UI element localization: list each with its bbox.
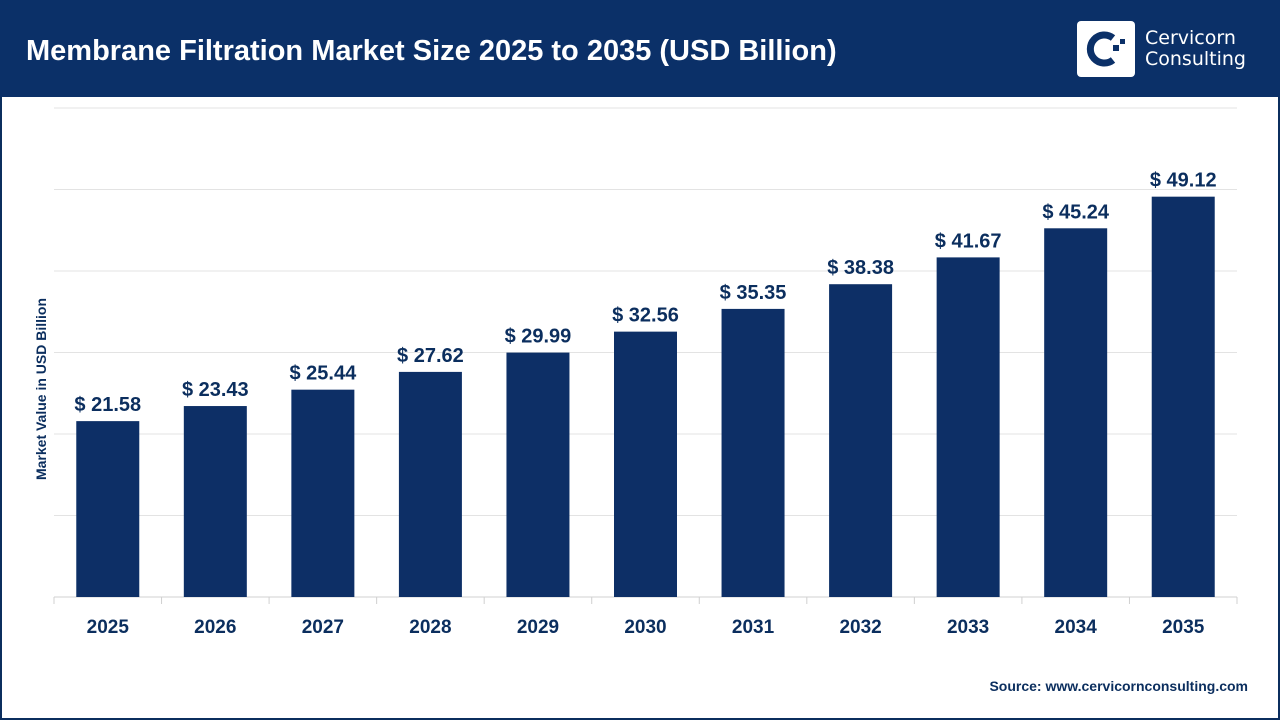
x-tick-label: 2026 <box>194 617 236 638</box>
bar-2026 <box>183 406 247 597</box>
logo-icon <box>1077 21 1135 77</box>
bar-2035 <box>1151 196 1215 597</box>
x-tick-label: 2029 <box>517 617 559 638</box>
bar-2027 <box>291 389 355 597</box>
page-title: Membrane Filtration Market Size 2025 to … <box>26 35 837 67</box>
data-label: $ 49.12 <box>1150 170 1217 192</box>
x-tick-label: 2032 <box>839 617 881 638</box>
data-label: $ 27.62 <box>397 345 464 367</box>
x-tick-label: 2028 <box>409 617 451 638</box>
x-tick-label: 2027 <box>302 617 344 638</box>
data-label: $ 45.24 <box>1042 201 1110 223</box>
bar-2029 <box>506 352 570 597</box>
bar-2025 <box>76 421 140 597</box>
data-label: $ 23.43 <box>182 379 249 401</box>
data-label: $ 29.99 <box>505 326 572 348</box>
bar-2032 <box>829 284 893 597</box>
logo-line2: Consulting <box>1145 48 1246 70</box>
x-tick-label: 2033 <box>947 617 989 638</box>
data-label: $ 25.44 <box>289 363 357 385</box>
data-label: $ 38.38 <box>827 257 894 279</box>
data-label: $ 32.56 <box>612 305 679 327</box>
bar-2031 <box>721 308 785 597</box>
header-banner: Membrane Filtration Market Size 2025 to … <box>0 0 1280 97</box>
x-tick-label: 2025 <box>87 617 130 638</box>
data-label: $ 41.67 <box>935 230 1002 252</box>
bar-2034 <box>1044 228 1108 597</box>
data-label: $ 21.58 <box>74 394 141 416</box>
logo-line1: Cervicorn <box>1145 27 1236 49</box>
source-text: Source: www.cervicornconsulting.com <box>989 678 1248 694</box>
bar-2030 <box>614 331 677 597</box>
x-tick-label: 2035 <box>1162 617 1205 638</box>
x-tick-label: 2031 <box>732 617 775 638</box>
logo: Cervicorn Consulting <box>1077 21 1246 77</box>
x-tick-label: 2034 <box>1055 617 1098 638</box>
bar-2033 <box>936 257 1000 597</box>
logo-text: Cervicorn Consulting <box>1145 28 1246 70</box>
x-tick-label: 2030 <box>624 617 666 638</box>
bar-2028 <box>398 371 462 597</box>
data-label: $ 35.35 <box>720 282 787 304</box>
